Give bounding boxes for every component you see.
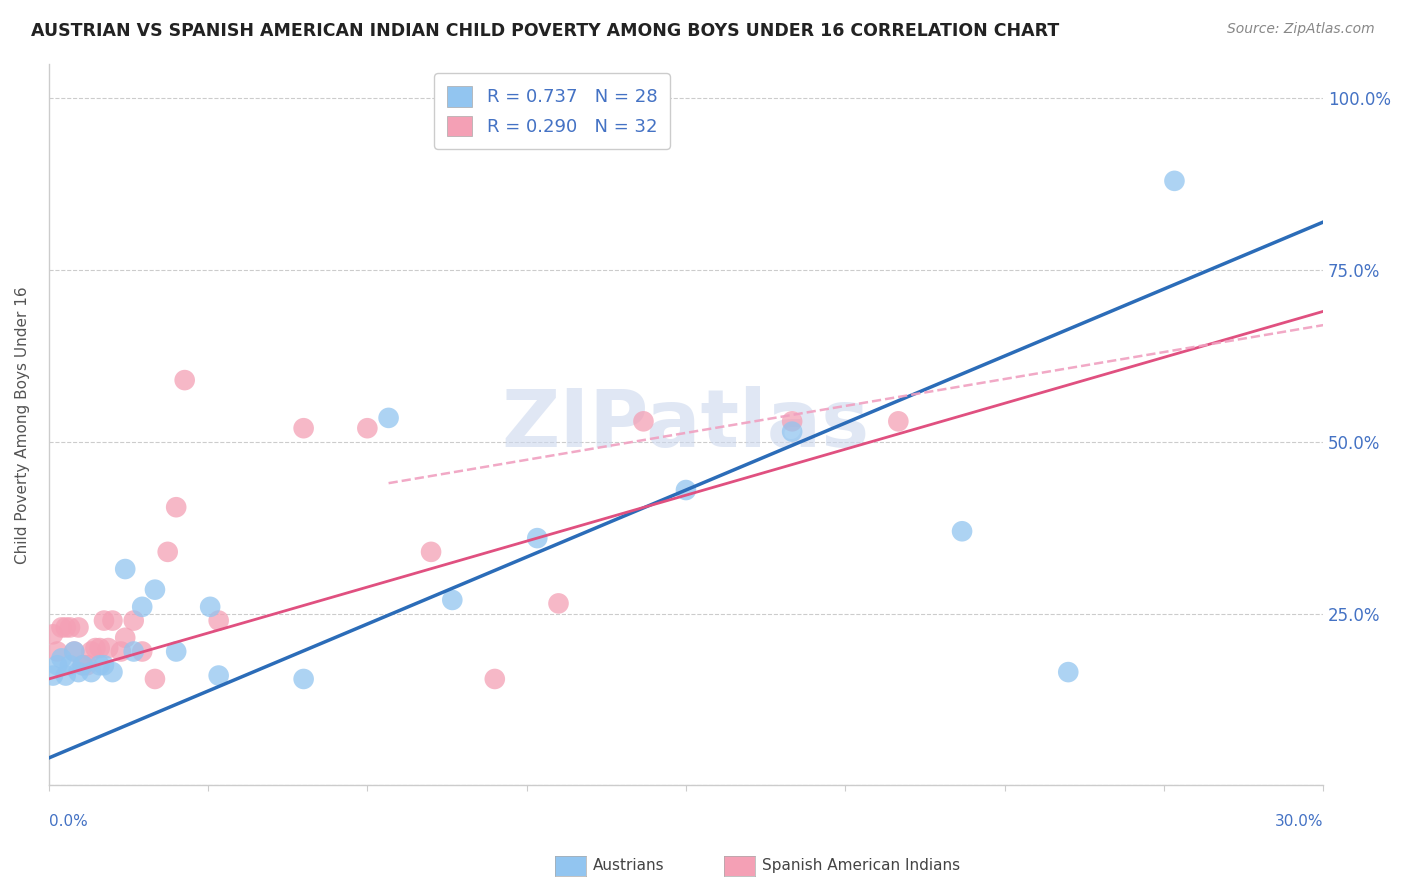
Point (80, 644, 103, 658)
Point (72, 658, 94, 673)
Point (114, 631, 136, 645)
Point (547, 596, 569, 610)
Point (198, 599, 221, 614)
Point (72, 658, 94, 673)
Text: 0.0%: 0.0% (49, 814, 87, 830)
Point (63, 644, 86, 658)
Point (292, 421, 315, 435)
Point (55, 668, 77, 682)
Point (67, 665, 90, 679)
Point (51, 620, 73, 634)
Point (122, 644, 145, 658)
Point (441, 593, 464, 607)
Point (46, 658, 69, 673)
Text: AUSTRIAN VS SPANISH AMERICAN INDIAN CHILD POVERTY AMONG BOYS UNDER 16 CORRELATIO: AUSTRIAN VS SPANISH AMERICAN INDIAN CHIL… (31, 22, 1059, 40)
Point (59, 658, 82, 673)
Point (101, 614, 124, 628)
Point (42, 668, 65, 682)
Point (93, 614, 115, 628)
Point (76, 658, 98, 673)
Point (143, 582, 166, 597)
Point (950, 524, 973, 539)
Point (780, 425, 803, 439)
Point (780, 414, 803, 428)
Point (356, 421, 378, 435)
Point (84, 641, 107, 656)
Point (292, 672, 315, 686)
Point (208, 614, 231, 628)
Point (110, 644, 132, 658)
Point (63, 644, 86, 658)
Point (675, 483, 697, 497)
Point (887, 414, 910, 428)
Point (484, 672, 506, 686)
Point (59, 620, 82, 634)
Point (67, 620, 90, 634)
Point (101, 665, 124, 679)
Point (51, 651, 73, 665)
Point (97, 641, 120, 656)
Legend: R = 0.737   N = 28, R = 0.290   N = 32: R = 0.737 N = 28, R = 0.290 N = 32 (434, 73, 669, 149)
Point (165, 644, 187, 658)
Point (165, 500, 187, 515)
Point (143, 672, 166, 686)
Point (55, 620, 77, 634)
Point (93, 658, 115, 673)
Point (1163, 174, 1185, 188)
Point (173, 373, 195, 387)
Point (131, 644, 153, 658)
Text: Austrians: Austrians (593, 858, 665, 872)
Point (1057, 665, 1080, 679)
Point (122, 614, 145, 628)
Point (80, 665, 103, 679)
Point (89, 641, 111, 656)
Point (156, 545, 179, 559)
Point (114, 562, 136, 576)
Point (526, 531, 548, 545)
Text: Spanish American Indians: Spanish American Indians (762, 858, 960, 872)
Text: ZIPatlas: ZIPatlas (502, 385, 870, 464)
Point (89, 658, 111, 673)
Text: Source: ZipAtlas.com: Source: ZipAtlas.com (1227, 22, 1375, 37)
Y-axis label: Child Poverty Among Boys Under 16: Child Poverty Among Boys Under 16 (15, 286, 30, 564)
Text: 30.0%: 30.0% (1275, 814, 1323, 830)
Point (46, 644, 69, 658)
Point (42, 627, 65, 641)
Point (377, 410, 399, 425)
Point (208, 668, 231, 682)
Point (633, 414, 655, 428)
Point (131, 599, 153, 614)
Point (420, 545, 443, 559)
